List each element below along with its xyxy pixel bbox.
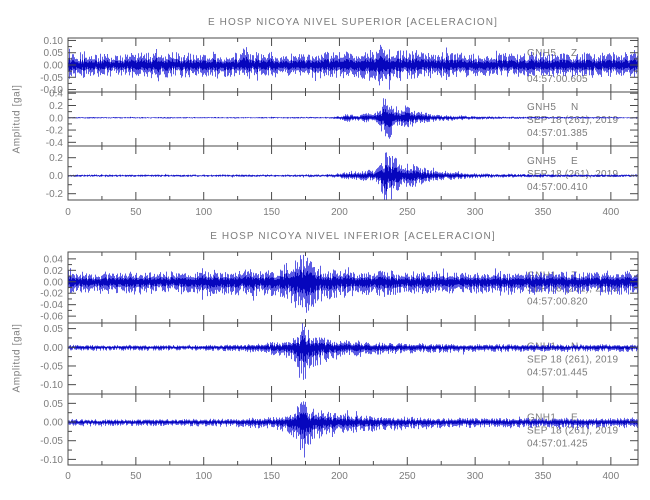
x-tick-label: 50 <box>130 207 142 218</box>
x-tick-label: 300 <box>467 207 484 218</box>
x-tick-label: 400 <box>603 471 620 482</box>
x-tick-label: 0 <box>65 471 71 482</box>
y-tick-label: 0.2 <box>49 101 63 112</box>
y-tick-label: 0.04 <box>44 254 64 265</box>
x-tick-label: 250 <box>399 471 416 482</box>
y-tick-label: -0.05 <box>40 361 63 372</box>
trace-station-label: GNH5 <box>527 48 556 59</box>
y-tick-label: 0.0 <box>49 171 63 182</box>
y-tick-label: 0.0 <box>49 113 63 124</box>
trace-frame <box>67 145 639 201</box>
trace-time-label: 04:57:00.410 <box>527 182 588 193</box>
y-tick-label: -0.10 <box>40 455 63 466</box>
x-tick-label: 350 <box>535 471 552 482</box>
x-tick-label: 150 <box>263 471 280 482</box>
y-tick-label: 0.00 <box>44 61 64 72</box>
y-tick-label: 0.05 <box>44 48 64 59</box>
y-tick-label: -0.02 <box>40 289 63 300</box>
x-tick-label: 400 <box>603 207 620 218</box>
y-tick-label: 0.05 <box>44 324 64 335</box>
panel-superior-title: E HOSP NICOYA NIVEL SUPERIOR [ACELERACIO… <box>208 17 498 28</box>
trace-station-label: GNH5 <box>527 156 556 167</box>
trace-component-label: Z <box>571 48 577 59</box>
y-tick-label: -0.06 <box>40 312 63 323</box>
trace-time-label: 04:57:00.605 <box>527 74 588 85</box>
trace-date-label: SEP 18 (261), 2019 <box>527 115 618 126</box>
trace-GNH5-E: GNH5 E SEP 18 (261), 2019 04:57:00.410 0.2 0.… <box>46 145 639 201</box>
x-tick-label: 50 <box>130 471 142 482</box>
trace-time-label: 04:57:00.820 <box>527 297 588 308</box>
y-tick-label: -0.05 <box>40 73 63 84</box>
y-tick-label: 0.4 <box>49 89 63 100</box>
trace-component-label: E <box>571 413 578 424</box>
y-tick-label: 0.00 <box>44 418 64 429</box>
x-tick-label: 200 <box>331 471 348 482</box>
x-tick-label: 200 <box>331 207 348 218</box>
x-tick-label: 350 <box>535 207 552 218</box>
trace-frame <box>67 393 639 466</box>
trace-time-label: 04:57:01.445 <box>527 368 588 379</box>
x-tick-label: 150 <box>263 207 280 218</box>
panel-inferior-title: E HOSP NICOYA NIVEL INFERIOR [ACELERACIO… <box>210 231 496 242</box>
trace-time-label: 04:57:01.385 <box>527 128 588 139</box>
y-tick-label: 0.05 <box>44 399 64 410</box>
x-axis-labels: 0 50 100 150 200 250 300 350 400 <box>65 471 619 482</box>
y-tick-label: -0.2 <box>46 126 64 137</box>
x-tick-label: 300 <box>467 471 484 482</box>
y-tick-label: 0.10 <box>44 36 64 47</box>
trace-date-label: SEP 18 (261), 2019 <box>527 355 618 366</box>
y-tick-label: 0.2 <box>49 153 63 164</box>
y-tick-label: 0.00 <box>44 343 64 354</box>
y-tick-label: -0.4 <box>46 138 64 149</box>
x-tick-label: 0 <box>65 207 71 218</box>
trace-time-label: 04:57:01.425 <box>527 439 588 450</box>
y-tick-label: -0.2 <box>46 189 64 200</box>
trace-date-label: SEP 18 (261), 2019 <box>527 426 618 437</box>
y-tick-label: -0.10 <box>40 85 63 96</box>
trace-station-label: GNH1 <box>527 413 556 424</box>
x-tick-label: 250 <box>399 207 416 218</box>
trace-date-label: SEP 18 (261), 2019 <box>527 169 618 180</box>
x-tick-label: 100 <box>195 471 212 482</box>
y-tick-label: 0.02 <box>44 266 64 277</box>
trace-station-label: GNH5 <box>527 102 556 113</box>
x-axis-labels: 0 50 100 150 200 250 300 350 400 <box>65 207 619 218</box>
y-tick-label: -0.05 <box>40 436 63 447</box>
y-tick-label: -0.04 <box>40 300 63 311</box>
trace-component-label: E <box>571 156 578 167</box>
trace-component-label: N <box>571 102 578 113</box>
y-tick-label: -0.10 <box>40 380 63 391</box>
y-tick-label: 0.00 <box>44 277 64 288</box>
trace-GNH1-E: GNH1 E SEP 18 (261), 2019 04:57:01.425 0.05 0… <box>40 393 639 466</box>
x-tick-label: 100 <box>195 207 212 218</box>
